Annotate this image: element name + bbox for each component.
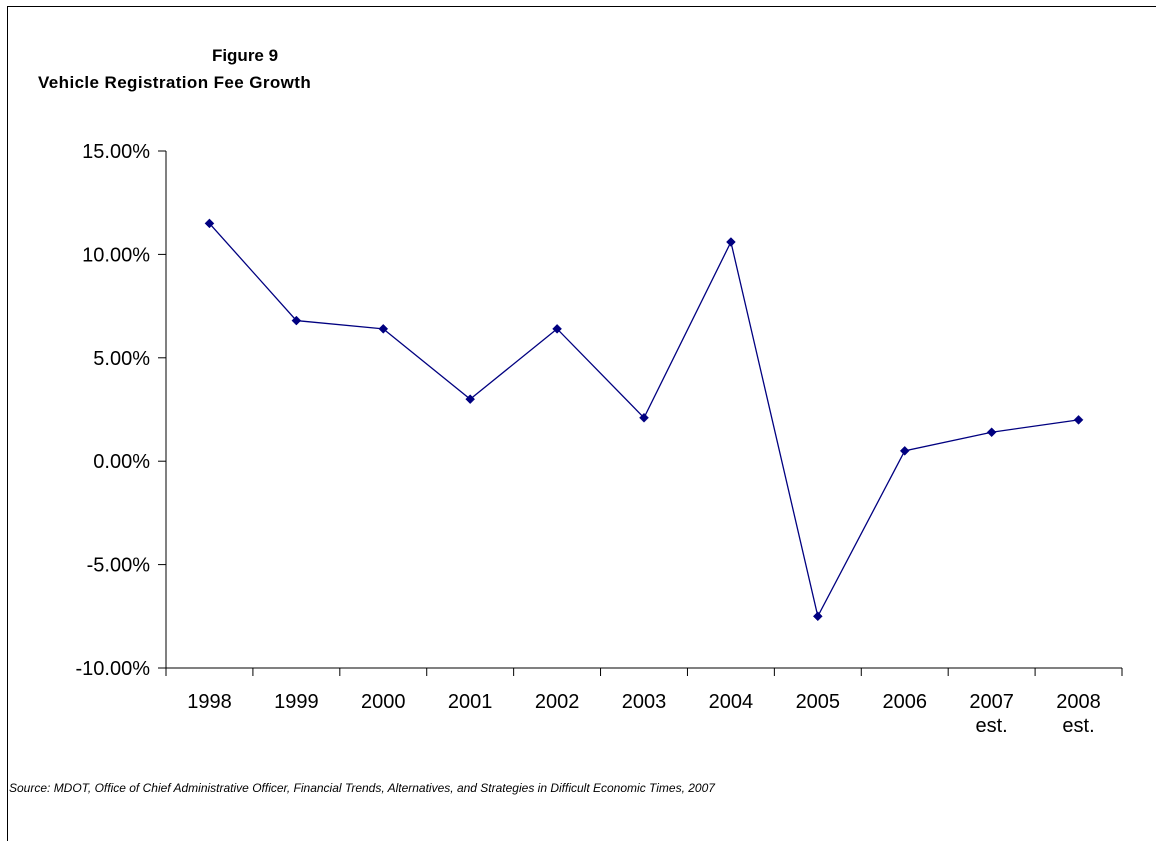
y-tick-label: 10.00%	[82, 244, 150, 266]
x-tick-label-line: 2001	[448, 691, 493, 713]
x-axis-ticks: 1998 1999 2000 2001 2002 2003 2004 2005 2006 2007…	[165, 668, 1123, 737]
x-tick-label-line: 2006	[882, 691, 927, 713]
x-tick-label: 2001	[448, 691, 493, 713]
x-tick-label-line: 2002	[535, 691, 580, 713]
x-tick-label: 2005	[796, 691, 841, 713]
data-point-marker	[465, 394, 476, 405]
data-point-marker	[552, 323, 562, 334]
x-tick-label-line: 2005	[796, 691, 841, 713]
x-tick-label-line: est.	[1062, 715, 1094, 737]
data-point-marker	[639, 412, 649, 423]
source-note: Source: MDOT, Office of Chief Administra…	[9, 781, 715, 795]
data-point-marker	[726, 237, 736, 247]
x-tick-label-line: 2003	[622, 691, 667, 713]
y-axis-ticks: -10.00% -5.00% 0.00% 5.00% 10.00% 15.00%	[76, 141, 166, 680]
x-tick-label: 2002	[535, 691, 580, 713]
data-point-marker	[1073, 414, 1084, 425]
y-tick-label: 5.00%	[93, 348, 150, 370]
data-point-marker	[204, 218, 215, 229]
x-tick-label: 1998	[187, 691, 232, 713]
chart-title: Vehicle Registration Fee Growth	[38, 73, 312, 92]
data-point-marker	[812, 611, 823, 622]
x-tick-label-line: 1999	[274, 691, 319, 713]
series-layer	[204, 218, 1084, 622]
x-tick-label: 2007 est.	[969, 691, 1014, 737]
x-tick-label-line: 2004	[709, 691, 754, 713]
x-tick-label: 2004	[709, 691, 754, 713]
x-tick-label-line: 2008	[1056, 691, 1101, 713]
x-tick-label: 2008 est.	[1056, 691, 1101, 737]
x-tick-label-line: est.	[976, 715, 1008, 737]
y-tick-label: -10.00%	[76, 658, 151, 680]
data-point-marker	[378, 323, 389, 334]
data-point-marker	[986, 427, 997, 438]
x-tick-label: 1999	[274, 691, 319, 713]
data-point-marker	[899, 446, 910, 456]
x-tick-label-line: 2000	[361, 691, 406, 713]
data-point-marker	[291, 315, 302, 326]
chart-frame	[7, 6, 1156, 841]
x-tick-label: 2000	[361, 691, 406, 713]
figure-number: Figure 9	[211, 46, 279, 65]
axes	[165, 151, 1122, 669]
x-tick-label: 2006	[882, 691, 927, 713]
y-tick-label: 15.00%	[82, 141, 150, 163]
x-tick-label: 2003	[622, 691, 667, 713]
y-tick-label: -5.00%	[87, 555, 151, 577]
y-tick-label: 0.00%	[93, 451, 150, 473]
x-tick-label-line: 2007	[969, 691, 1014, 713]
x-tick-label-line: 1998	[187, 691, 232, 713]
